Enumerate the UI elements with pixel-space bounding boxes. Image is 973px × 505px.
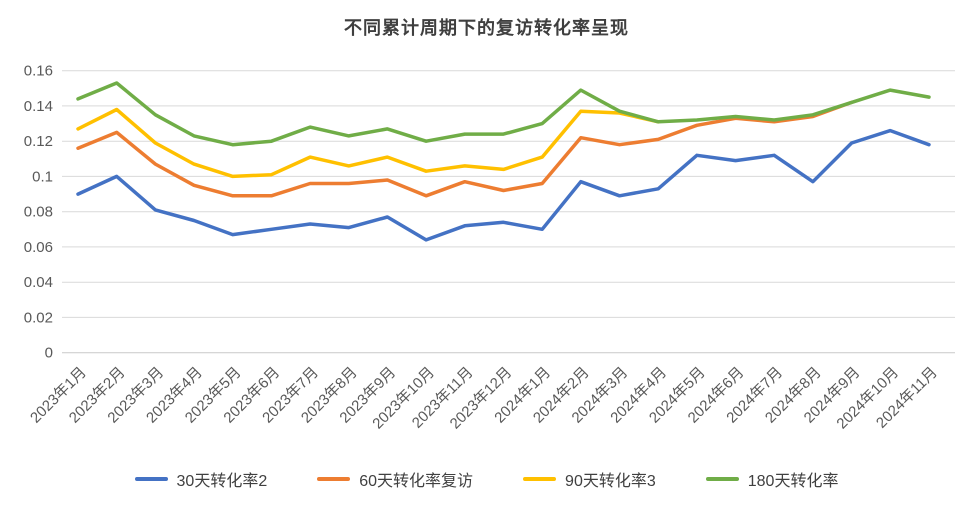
y-axis-tick-label: 0.08 [24, 204, 53, 221]
y-axis-tick-label: 0.16 [24, 63, 53, 80]
legend-swatch-90d [523, 477, 557, 481]
series-line-30d [76, 128, 931, 242]
legend-item-60d[interactable]: 60天转化率复访 [317, 467, 473, 491]
legend-label-180d: 180天转化率 [747, 473, 839, 490]
y-axis-tick-label: 0.1 [32, 168, 53, 185]
legend-swatch-180d [705, 477, 739, 481]
y-axis-tick-label: 0.14 [24, 98, 53, 115]
y-axis-tick-label: 0.04 [24, 274, 53, 291]
y-axis-tick-label: 0 [45, 345, 53, 362]
legend-swatch-60d [317, 477, 351, 481]
y-axis-tick-label: 0.12 [24, 133, 53, 150]
chart-title: 不同累计周期下的复访转化率呈现 [344, 18, 629, 38]
y-axis-tick-label: 0.02 [24, 309, 53, 326]
y-axis-tick-label: 0.06 [24, 239, 53, 256]
legend-swatch-30d [134, 477, 168, 481]
series-line-90d [76, 107, 660, 179]
series-line-60d [76, 100, 854, 198]
legend-label-30d: 30天转化率2 [176, 473, 268, 490]
legend-item-30d[interactable]: 30天转化率2 [134, 467, 268, 491]
series-line-180d [76, 81, 931, 147]
legend-item-90d[interactable]: 90天转化率3 [523, 467, 656, 491]
legend-item-180d[interactable]: 180天转化率 [705, 467, 839, 491]
legend-label-60d: 60天转化率复访 [359, 473, 474, 490]
chart-legend: 30天转化率2 60天转化率复访 90天转化率3 180天转化率 [0, 467, 973, 491]
legend-label-90d: 90天转化率3 [565, 473, 656, 490]
